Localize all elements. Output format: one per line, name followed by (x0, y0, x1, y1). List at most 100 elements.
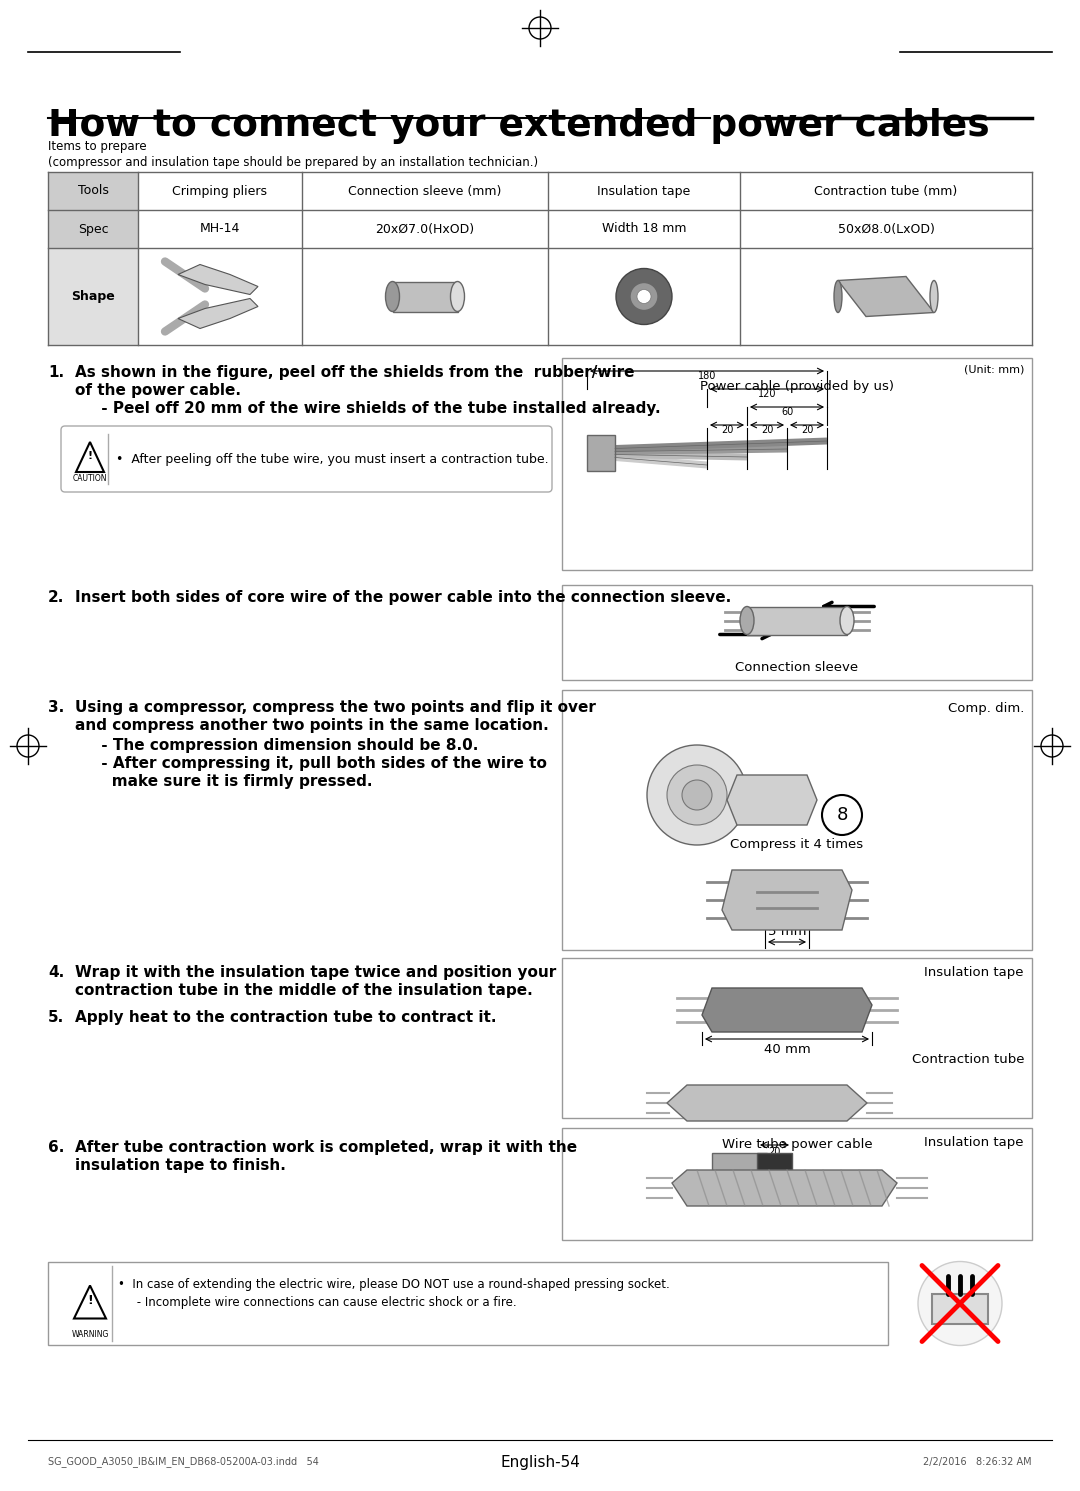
Text: Contraction tube: Contraction tube (912, 1053, 1024, 1066)
Polygon shape (75, 1285, 106, 1318)
Circle shape (667, 765, 727, 825)
Text: 180: 180 (698, 371, 716, 382)
Text: and compress another two points in the same location.: and compress another two points in the s… (75, 719, 549, 734)
Circle shape (630, 282, 658, 310)
Text: (Unit: mm): (Unit: mm) (963, 364, 1024, 374)
Text: 5.: 5. (48, 1009, 64, 1024)
Text: 50xØ8.0(LxOD): 50xØ8.0(LxOD) (838, 222, 934, 236)
Bar (562, 690, 1032, 950)
Text: After tube contraction work is completed, wrap it with the: After tube contraction work is completed… (75, 1141, 577, 1156)
Text: WARNING: WARNING (71, 1330, 109, 1339)
Text: Tools: Tools (78, 185, 108, 197)
Polygon shape (178, 264, 258, 295)
Bar (562, 1129, 1032, 1241)
Bar (302, 171, 548, 210)
Circle shape (637, 289, 651, 304)
Text: 20: 20 (768, 1147, 781, 1157)
Bar (932, 1294, 988, 1324)
Text: Crimping pliers: Crimping pliers (173, 185, 268, 197)
Circle shape (681, 780, 712, 810)
Bar (562, 584, 1032, 680)
Text: English-54: English-54 (500, 1455, 580, 1470)
Text: Contraction tube (mm): Contraction tube (mm) (814, 185, 958, 197)
Ellipse shape (740, 607, 754, 635)
Circle shape (616, 268, 672, 325)
Bar (712, 1153, 767, 1176)
Text: Power cable (provided by us): Power cable (provided by us) (700, 380, 894, 394)
Text: 40 mm: 40 mm (764, 1044, 810, 1056)
Ellipse shape (386, 282, 400, 312)
Text: •  After peeling off the tube wire, you must insert a contraction tube.: • After peeling off the tube wire, you m… (116, 452, 549, 465)
Text: Wrap it with the insulation tape twice and position your: Wrap it with the insulation tape twice a… (75, 965, 556, 980)
Bar (392, 282, 458, 312)
Text: Insulation tape: Insulation tape (597, 185, 690, 197)
Text: Compress it 4 times: Compress it 4 times (730, 838, 864, 851)
Text: - After compressing it, pull both sides of the wire to: - After compressing it, pull both sides … (75, 756, 546, 771)
Bar (302, 248, 548, 344)
Text: Insert both sides of core wire of the power cable into the connection sleeve.: Insert both sides of core wire of the po… (75, 590, 731, 605)
Polygon shape (672, 1170, 897, 1206)
Bar (48, 210, 138, 248)
Text: MH-14: MH-14 (200, 222, 240, 236)
Text: Apply heat to the contraction tube to contract it.: Apply heat to the contraction tube to co… (75, 1009, 497, 1024)
FancyBboxPatch shape (60, 426, 552, 492)
Text: (compressor and insulation tape should be prepared by an installation technician: (compressor and insulation tape should b… (48, 157, 538, 168)
Text: Insulation tape: Insulation tape (924, 1136, 1024, 1150)
Text: •  In case of extending the electric wire, please DO NOT use a round-shaped pres: • In case of extending the electric wire… (118, 1278, 670, 1291)
Text: Connection sleeve: Connection sleeve (735, 661, 859, 674)
Text: 120: 120 (758, 389, 777, 400)
Bar (562, 358, 1032, 570)
Circle shape (918, 1261, 1002, 1345)
Text: 1.: 1. (48, 365, 64, 380)
Text: 60: 60 (781, 407, 793, 417)
Circle shape (822, 795, 862, 835)
Polygon shape (727, 775, 816, 825)
Text: insulation tape to finish.: insulation tape to finish. (75, 1159, 286, 1173)
Bar (757, 1153, 792, 1176)
Text: 2/2/2016   8:26:32 AM: 2/2/2016 8:26:32 AM (923, 1457, 1032, 1467)
Polygon shape (723, 871, 852, 930)
Text: !: ! (87, 1294, 93, 1308)
Text: 20: 20 (760, 425, 773, 435)
Text: of the power cable.: of the power cable. (75, 383, 241, 398)
Text: 20: 20 (720, 425, 733, 435)
Text: - The compression dimension should be 8.0.: - The compression dimension should be 8.… (75, 738, 478, 753)
Bar (740, 248, 1032, 344)
Text: 2.: 2. (48, 590, 65, 605)
Text: Connection sleeve (mm): Connection sleeve (mm) (349, 185, 502, 197)
Bar (747, 607, 847, 635)
Text: Items to prepare: Items to prepare (48, 140, 147, 154)
Text: 3.: 3. (48, 699, 64, 716)
Text: 20xØ7.0(HxOD): 20xØ7.0(HxOD) (376, 222, 474, 236)
Text: Spec: Spec (78, 222, 108, 236)
Text: Shape: Shape (71, 291, 114, 303)
Text: Insulation tape: Insulation tape (924, 966, 1024, 980)
Bar (48, 171, 138, 210)
Bar (138, 210, 302, 248)
Bar (302, 210, 548, 248)
Bar (138, 248, 302, 344)
Text: 4.: 4. (48, 965, 64, 980)
Text: 20: 20 (800, 425, 813, 435)
Text: 8: 8 (836, 807, 848, 825)
Bar (548, 248, 740, 344)
Ellipse shape (834, 280, 842, 313)
Bar (138, 171, 302, 210)
Bar (562, 959, 1032, 1118)
Text: make sure it is firmly pressed.: make sure it is firmly pressed. (75, 774, 373, 789)
Bar (48, 248, 138, 344)
Bar (588, 435, 615, 471)
Polygon shape (838, 276, 934, 316)
Bar (740, 171, 1032, 210)
Polygon shape (702, 989, 872, 1032)
Text: CAUTION: CAUTION (72, 474, 107, 483)
Text: As shown in the figure, peel off the shields from the  rubber/wire: As shown in the figure, peel off the shi… (75, 365, 635, 380)
Text: Comp. dim.: Comp. dim. (947, 702, 1024, 716)
Text: !: ! (87, 450, 93, 461)
Text: - Peel off 20 mm of the wire shields of the tube installed already.: - Peel off 20 mm of the wire shields of … (75, 401, 661, 416)
Ellipse shape (450, 282, 464, 312)
Text: Using a compressor, compress the two points and flip it over: Using a compressor, compress the two poi… (75, 699, 596, 716)
Text: SG_GOOD_A3050_IB&IM_EN_DB68-05200A-03.indd   54: SG_GOOD_A3050_IB&IM_EN_DB68-05200A-03.in… (48, 1457, 319, 1467)
Bar (740, 210, 1032, 248)
Text: How to connect your extended power cables: How to connect your extended power cable… (48, 107, 989, 145)
